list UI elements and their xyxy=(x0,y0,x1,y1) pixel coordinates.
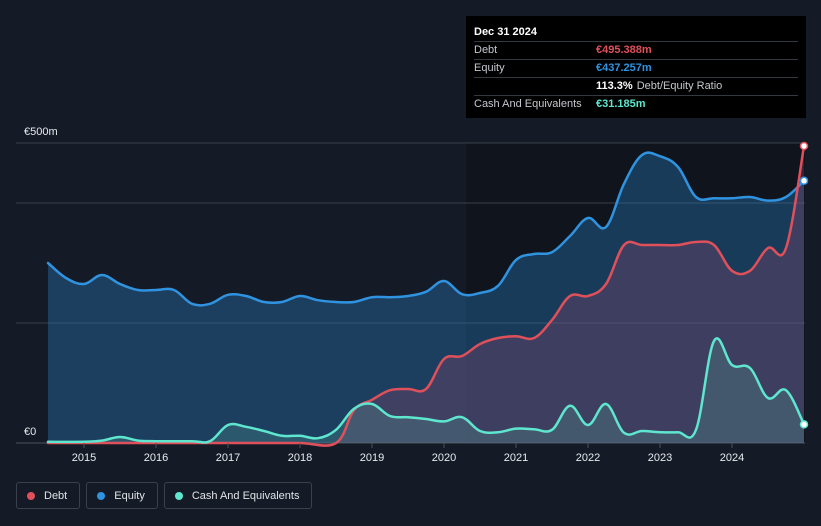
x-tick-label-2018: 2018 xyxy=(288,452,312,464)
series-areas xyxy=(48,146,804,446)
tooltip-row-cash: Cash And Equivalents €31.185m xyxy=(474,95,798,113)
data-tooltip: Dec 31 2024 Debt €495.388m Equity €437.2… xyxy=(466,16,806,118)
series-end-markers xyxy=(799,141,809,429)
x-tick-label-2024: 2024 xyxy=(720,452,744,464)
debt-area xyxy=(48,146,804,446)
x-tick-label-2022: 2022 xyxy=(576,452,600,464)
equity-line xyxy=(46,151,806,307)
equity-dot-icon xyxy=(97,491,106,500)
tooltip-equity-label: Equity xyxy=(474,62,505,74)
gridlines xyxy=(16,142,805,444)
tooltip-row-ratio: 113.3% Debt/Equity Ratio xyxy=(474,77,798,95)
cash-and-equivalents-end-marker xyxy=(799,420,809,429)
equity-end-marker xyxy=(799,176,809,186)
x-axis-ticks: 2015 2016 2017 2018 2019 2020 2021 2022 2023 2024 xyxy=(72,443,744,464)
tooltip-cash-label: Cash And Equivalents xyxy=(474,98,582,110)
chart-legend: Debt Equity Cash And Equivalents xyxy=(16,482,313,509)
debt-dot-icon xyxy=(27,491,35,500)
x-tick-label-2015: 2015 xyxy=(72,452,96,464)
legend-debt-label: Debt xyxy=(44,489,68,502)
series-lines xyxy=(46,144,806,447)
cash-and-equivalents-area xyxy=(48,338,804,443)
tooltip-debt-value: €495.388m xyxy=(596,44,652,56)
tooltip-date: Dec 31 2024 xyxy=(474,26,537,38)
tooltip-ratio-value: 113.3% xyxy=(596,80,633,92)
cash-dot-icon xyxy=(174,491,183,500)
debt-line xyxy=(46,144,806,447)
tooltip-cash-value: €31.185m xyxy=(596,98,646,110)
plot-background-recent xyxy=(466,143,805,443)
y-axis-label-top: €500m xyxy=(24,126,58,138)
tooltip-ratio-label: Debt/Equity Ratio xyxy=(636,80,723,92)
legend-item-cash[interactable]: Cash And Equivalents xyxy=(163,482,313,509)
y-axis-label-bottom: €0 xyxy=(24,426,36,438)
x-tick-label-2016: 2016 xyxy=(144,452,168,464)
x-tick-label-2020: 2020 xyxy=(432,452,456,464)
legend-item-debt[interactable]: Debt xyxy=(16,482,81,509)
x-tick-label-2023: 2023 xyxy=(648,452,672,464)
x-tick-label-2017: 2017 xyxy=(216,452,240,464)
tooltip-equity-value: €437.257m xyxy=(596,62,652,74)
legend-item-equity[interactable]: Equity xyxy=(86,482,158,509)
x-tick-label-2021: 2021 xyxy=(504,452,528,464)
debt-end-marker xyxy=(799,141,809,151)
tooltip-row-debt: Debt €495.388m xyxy=(474,41,798,59)
cash-and-equivalents-line xyxy=(46,337,806,444)
legend-equity-label: Equity xyxy=(114,489,145,502)
x-tick-label-2019: 2019 xyxy=(360,452,384,464)
tooltip-row-equity: Equity €437.257m xyxy=(474,59,798,77)
tooltip-debt-label: Debt xyxy=(474,44,498,56)
equity-area xyxy=(48,152,804,444)
legend-cash-label: Cash And Equivalents xyxy=(191,489,300,502)
